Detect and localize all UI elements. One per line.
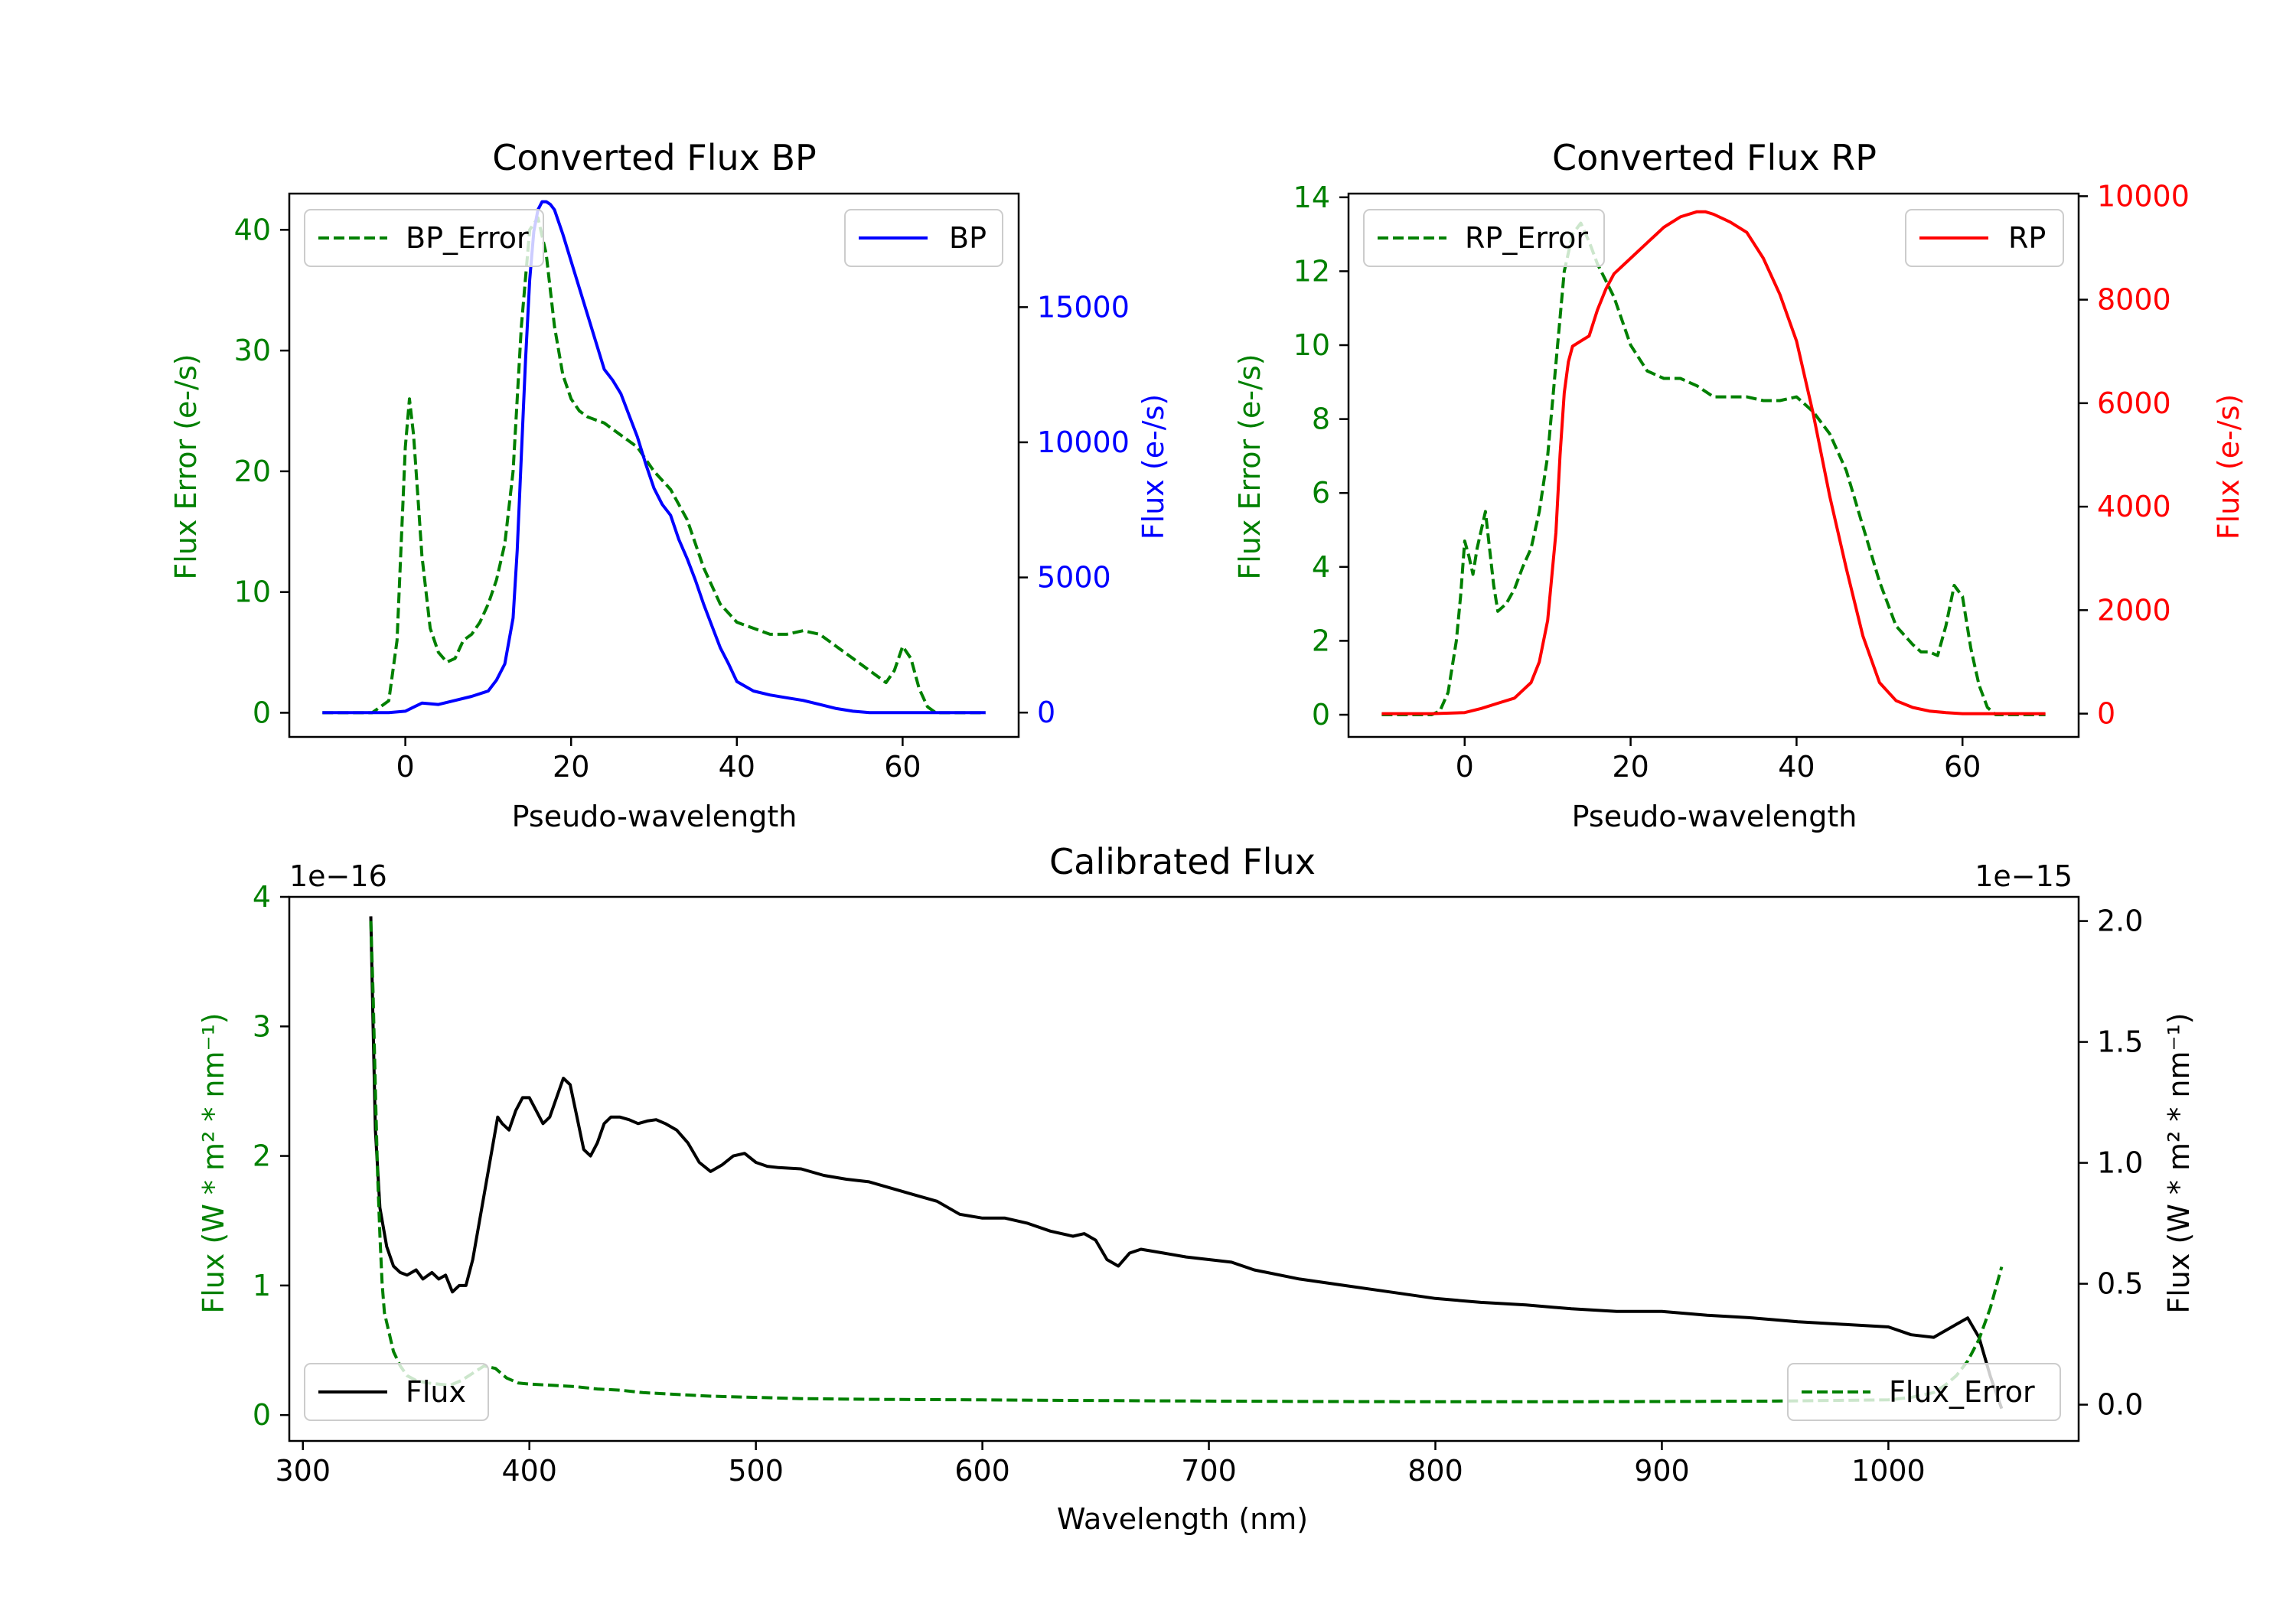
bp-ytick-left-label: 0 [253, 696, 271, 729]
bp-legend-error-label: BP_Error [406, 221, 529, 255]
rp-ytick-left-label: 12 [1293, 254, 1330, 288]
bp-axes-frame [288, 192, 1020, 738]
bp-ytick-left-label: 10 [234, 575, 271, 609]
cal-ytick-right-label: 2.0 [2097, 905, 2143, 938]
cal-plot-area: 300 400 500 600 700 800 900 1000 0 1 2 3 4 0.0 0.5 1.0 1… [253, 880, 2144, 1488]
rp-series-rp-error [1381, 221, 2046, 716]
cal-ylabel-left: Flux (W * m² * nm⁻¹) [197, 1012, 230, 1313]
cal-xtick-label: 600 [954, 1454, 1010, 1488]
cal-xlabel: Wavelength (nm) [1057, 1502, 1308, 1536]
rp-ytick-left-label: 2 [1312, 624, 1330, 657]
rp-legend-error-label: RP_Error [1465, 221, 1588, 255]
rp-ylabel-left: Flux Error (e-/s) [1233, 354, 1267, 579]
bp-xtick-label: 60 [884, 750, 921, 784]
bp-legend-error: BP_Error [304, 209, 544, 267]
cal-ytick-left-label: 0 [253, 1398, 271, 1432]
rp-ytick-right-label: 2000 [2097, 593, 2171, 627]
cal-ytick-left-label: 1 [253, 1269, 271, 1302]
panel-rp: Converted Flux RP Pseudo-wavelength Flux… [1233, 137, 2245, 833]
bp-legend-flux-label: BP [949, 221, 987, 255]
bp-ytick-left-label: 20 [234, 455, 271, 488]
cal-xtick-label: 400 [501, 1454, 557, 1488]
cal-legend-error: Flux_Error [1787, 1363, 2061, 1421]
rp-ytick-right-label: 8000 [2097, 283, 2171, 317]
cal-xtick-label: 1000 [1851, 1454, 1926, 1488]
cal-xtick-label: 700 [1181, 1454, 1237, 1488]
rp-xtick-label: 60 [1944, 750, 1981, 784]
bp-ytick-right-label: 0 [1037, 696, 1055, 729]
rp-ytick-left-label: 4 [1312, 550, 1330, 584]
bp-ylabel-right: Flux (e-/s) [1137, 394, 1170, 539]
cal-offset-left: 1e−16 [289, 859, 387, 893]
cal-xtick-label: 800 [1407, 1454, 1463, 1488]
cal-ytick-left-label: 3 [253, 1009, 271, 1043]
bp-ytick-left-label: 40 [234, 213, 271, 246]
bp-ylabel-left: Flux Error (e-/s) [169, 354, 203, 579]
rp-ytick-right-label: 0 [2097, 697, 2115, 731]
rp-axes-frame [1347, 192, 2080, 738]
bp-ytick-right-label: 15000 [1037, 290, 1130, 324]
rp-ytick-right-label: 10000 [2097, 179, 2190, 213]
rp-xlabel: Pseudo-wavelength [1572, 800, 1857, 833]
bp-ytick-right-label: 10000 [1037, 425, 1130, 459]
cal-legend-flux: Flux [304, 1363, 489, 1421]
cal-ytick-right-label: 0.0 [2097, 1388, 2143, 1422]
cal-legend-error-label: Flux_Error [1889, 1375, 2035, 1409]
cal-ytick-left-label: 4 [253, 880, 271, 914]
rp-legend-flux: RP [1905, 209, 2064, 267]
cal-offset-right: 1e−15 [1975, 859, 2073, 893]
bp-xtick-label: 20 [553, 750, 589, 784]
cal-ytick-right-label: 0.5 [2097, 1267, 2143, 1301]
bp-ytick-right-label: 5000 [1037, 561, 1111, 595]
bp-xtick-label: 40 [719, 750, 755, 784]
rp-legend-flux-label: RP [2008, 221, 2046, 255]
cal-xtick-label: 300 [275, 1454, 331, 1488]
cal-xtick-label: 900 [1634, 1454, 1690, 1488]
cal-ytick-left-label: 2 [253, 1139, 271, 1173]
cal-series-flux [369, 916, 2004, 1410]
rp-ytick-right-label: 6000 [2097, 386, 2171, 420]
rp-ylabel-right: Flux (e-/s) [2212, 394, 2245, 539]
panel-cal: Calibrated Flux Wavelength (nm) Flux (W … [197, 841, 2196, 1536]
rp-ytick-left-label: 0 [1312, 698, 1330, 732]
bp-plot-area: 0 20 40 60 0 10 20 30 40 0 5000 10000 15000 [234, 192, 1130, 784]
rp-xtick-label: 0 [1456, 750, 1474, 784]
rp-plot-area: 0 20 40 60 0 2 4 6 8 10 12 14 0 2000 4000 6000 8000 10000 [1293, 179, 2190, 784]
bp-legend-flux: BP [844, 209, 1003, 267]
bp-ytick-left-label: 30 [234, 334, 271, 367]
rp-ytick-left-label: 10 [1293, 328, 1330, 362]
rp-series-rp [1381, 210, 2046, 715]
cal-ylabel-right: Flux (W * m² * nm⁻¹) [2162, 1012, 2196, 1313]
cal-axes-frame [288, 895, 2080, 1442]
bp-title: Converted Flux BP [492, 137, 817, 178]
rp-xtick-label: 40 [1778, 750, 1815, 784]
rp-xtick-label: 20 [1612, 750, 1649, 784]
cal-ytick-right-label: 1.5 [2097, 1025, 2143, 1059]
bp-xlabel: Pseudo-wavelength [512, 800, 797, 833]
cal-xtick-label: 500 [728, 1454, 784, 1488]
rp-ytick-left-label: 8 [1312, 403, 1330, 436]
rp-ytick-left-label: 6 [1312, 476, 1330, 510]
bp-series-bp [322, 200, 986, 715]
cal-title: Calibrated Flux [1049, 841, 1316, 882]
bp-xtick-label: 0 [396, 750, 415, 784]
rp-legend-error: RP_Error [1363, 209, 1605, 267]
bp-series-bp-error [322, 216, 986, 715]
rp-ytick-left-label: 14 [1293, 181, 1330, 214]
cal-legend-flux-label: Flux [406, 1375, 466, 1409]
rp-title: Converted Flux RP [1552, 137, 1877, 178]
cal-ytick-right-label: 1.0 [2097, 1146, 2143, 1180]
panel-bp: Converted Flux BP Pseudo-wavelength Flux… [169, 137, 1170, 833]
rp-ytick-right-label: 4000 [2097, 490, 2171, 523]
